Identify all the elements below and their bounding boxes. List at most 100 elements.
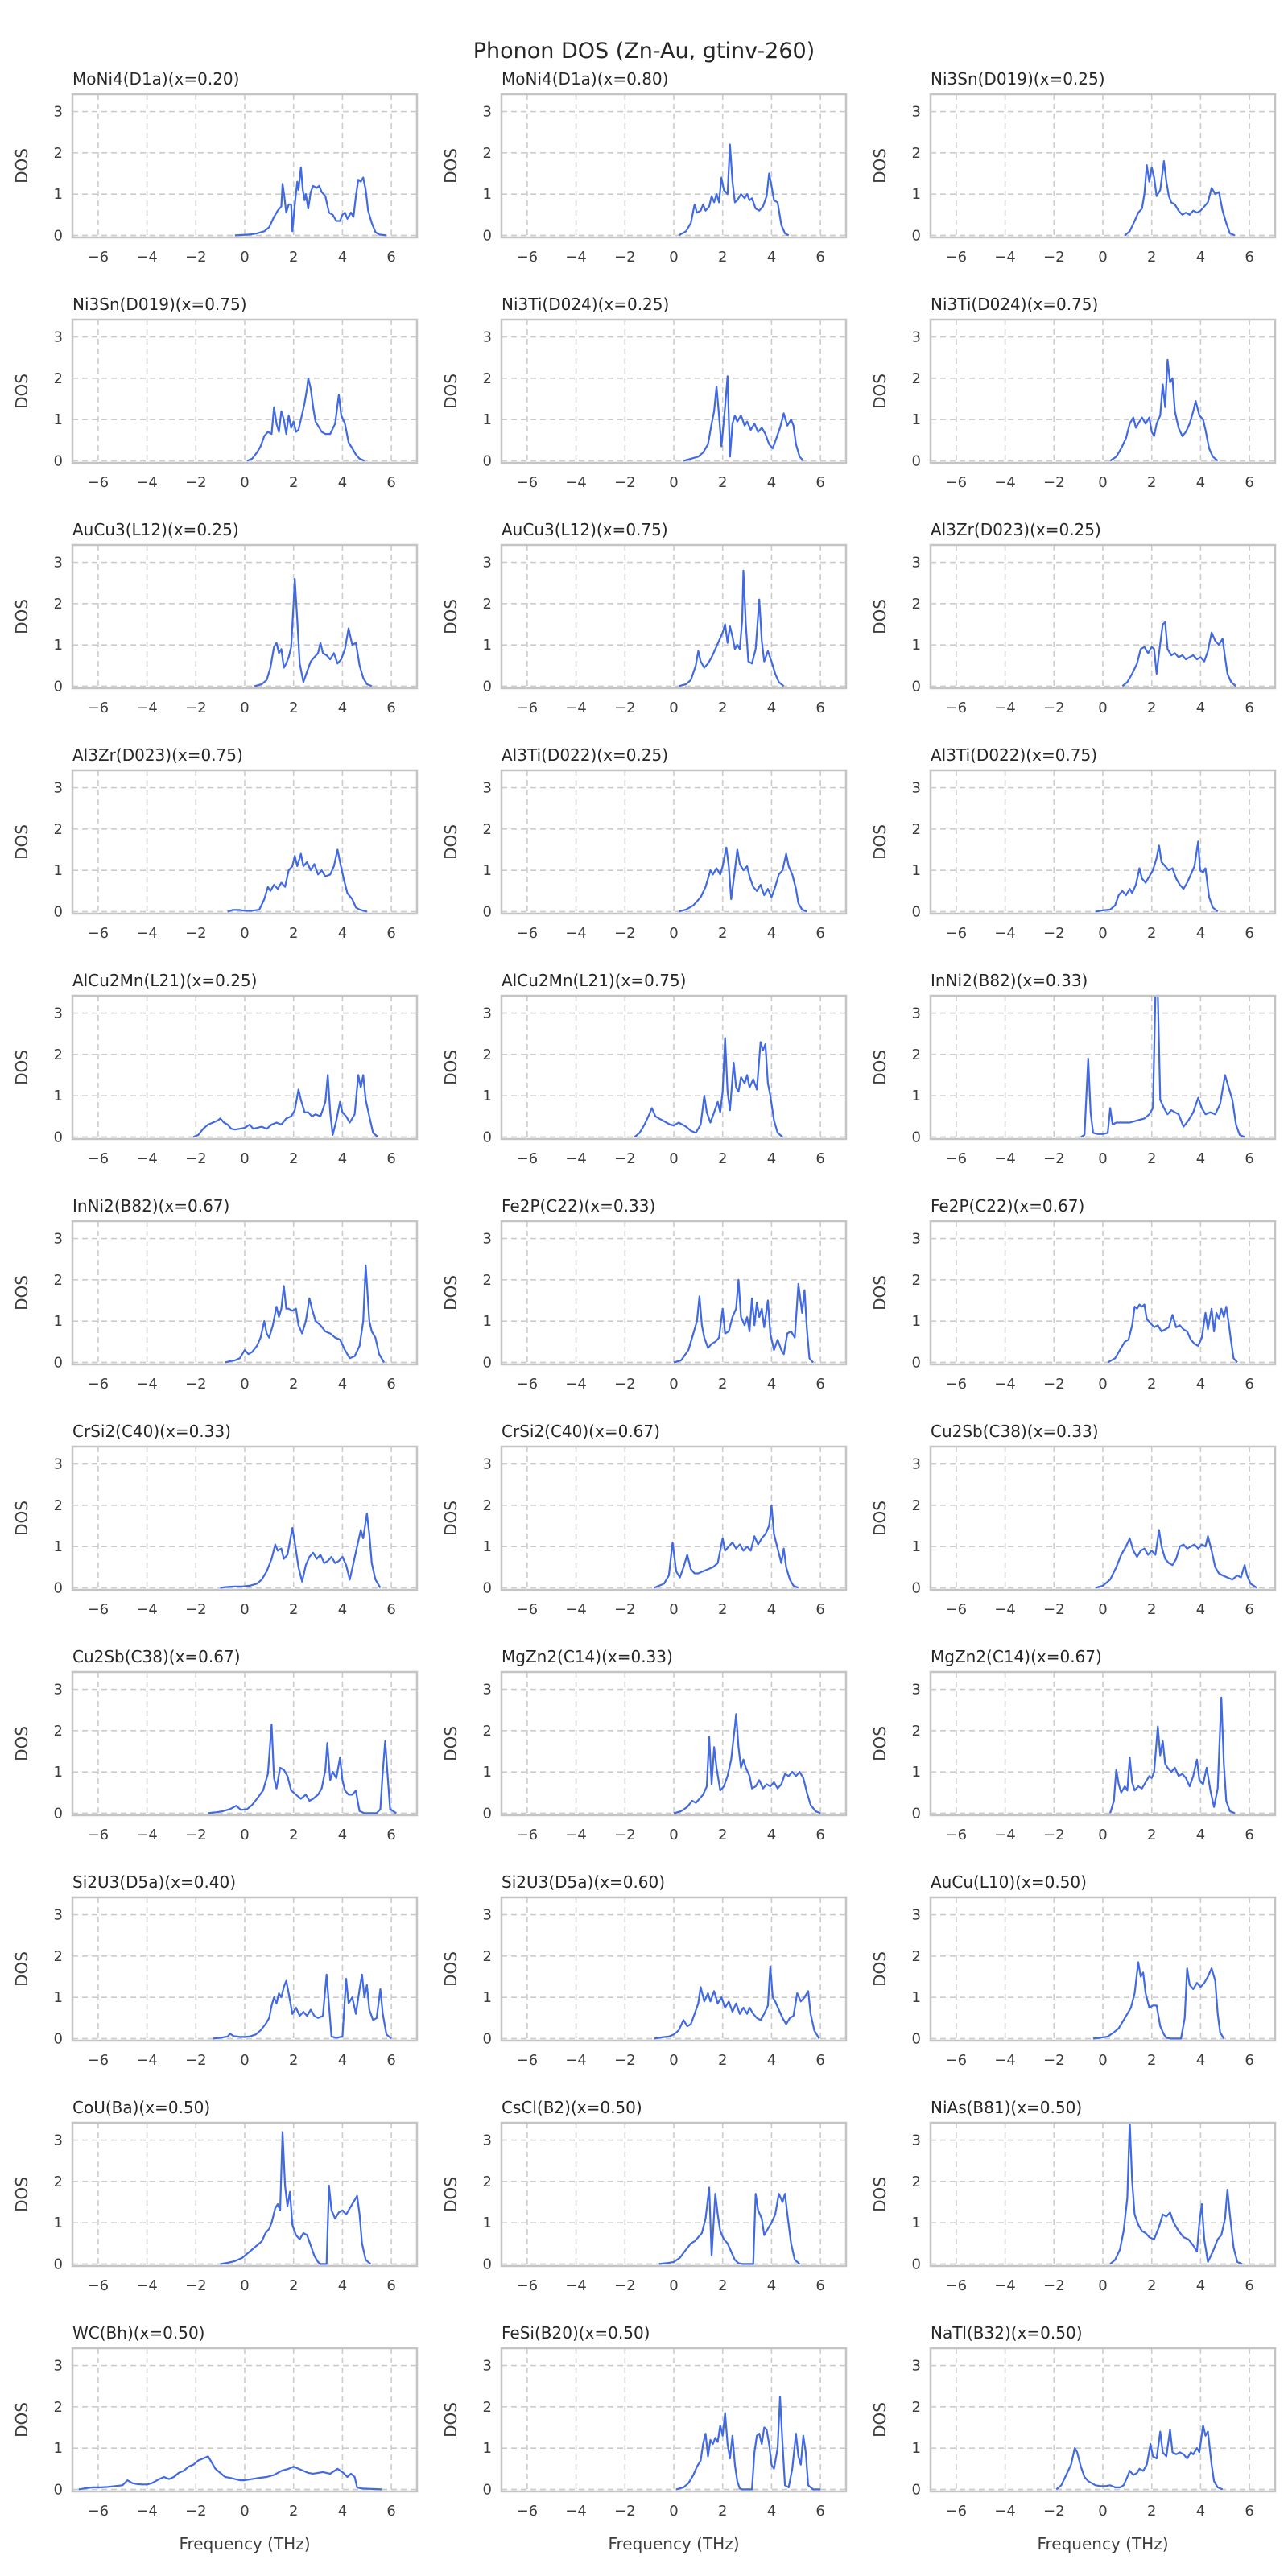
dos-curve — [225, 1264, 385, 1364]
plot-frame — [929, 1896, 1277, 2042]
x-tick-label: −2 — [614, 2052, 636, 2069]
x-tick-label: −6 — [946, 1376, 968, 1393]
x-tick-label: 6 — [386, 1376, 395, 1393]
y-axis-label: DOS — [12, 1501, 31, 1536]
x-tick-label: 4 — [338, 2503, 347, 2520]
subplot-cell: Ni3Ti(D024)(x=0.75) 0 1 2 3 −6 −4 −2 0 2 4 6 DOS — [858, 294, 1287, 519]
subplot-title: InNi2(B82)(x=0.33) — [931, 971, 1088, 990]
x-tick-label: 4 — [767, 2277, 776, 2294]
x-tick-label: 4 — [338, 249, 347, 266]
plot-frame — [929, 994, 1277, 1141]
x-tick-label: −2 — [185, 249, 207, 266]
y-tick-label: 2 — [912, 1948, 921, 1965]
x-tick-label: −4 — [565, 249, 587, 266]
x-tick-label: −6 — [88, 1150, 109, 1167]
subplot-cell: MgZn2(C14)(x=0.67) 0 1 2 3 −6 −4 −2 0 2 4 6 DOS — [858, 1646, 1287, 1872]
x-tick-label: 6 — [815, 2503, 824, 2520]
x-tick-label: −6 — [517, 700, 539, 716]
y-tick-label: 2 — [912, 2174, 921, 2190]
x-tick-label: 0 — [1098, 474, 1107, 491]
y-axis-label: DOS — [441, 1501, 460, 1536]
x-tick-label: −6 — [946, 1601, 968, 1618]
x-tick-label: −2 — [614, 700, 636, 716]
x-tick-label: −2 — [614, 249, 636, 266]
x-tick-label: 6 — [386, 2503, 395, 2520]
subplot-cell: NaTl(B32)(x=0.50) 0 1 2 3 −6 −4 −2 0 2 4 6 DOS Freque… — [858, 2322, 1287, 2576]
subplot-title: InNi2(B82)(x=0.67) — [72, 1196, 229, 1216]
y-tick-label: 2 — [912, 145, 921, 162]
x-tick-label: −4 — [565, 1601, 587, 1618]
plot-frame — [500, 1445, 848, 1591]
x-tick-label: −4 — [994, 1150, 1016, 1167]
plot-frame — [929, 1220, 1277, 1366]
dos-curve — [220, 2131, 372, 2265]
x-tick-label: 4 — [1196, 1150, 1205, 1167]
subplot-cell: AuCu3(L12)(x=0.25) 0 1 2 3 −6 −4 −2 0 2 4 6 DOS — [0, 519, 429, 745]
x-tick-label: 6 — [386, 1150, 395, 1167]
dos-curve — [1109, 2123, 1243, 2265]
dos-curve — [192, 1074, 379, 1138]
subplot-canvas: Ni3Ti(D024)(x=0.25) 0 1 2 3 −6 −4 −2 0 2 4 6 DOS — [441, 295, 848, 491]
x-tick-label: −4 — [994, 474, 1016, 491]
plot-frame — [500, 1896, 848, 2042]
y-tick-label: 3 — [483, 1682, 492, 1699]
y-tick-label: 0 — [483, 227, 492, 244]
dos-curve — [654, 1504, 799, 1589]
x-tick-label: −4 — [994, 1376, 1016, 1393]
y-tick-label: 0 — [912, 452, 921, 469]
x-tick-label: −4 — [136, 700, 158, 716]
x-tick-label: −4 — [565, 700, 587, 716]
x-tick-label: 6 — [386, 474, 395, 491]
y-tick-label: 1 — [54, 1989, 63, 2006]
dos-curve — [213, 1973, 392, 2040]
x-tick-label: −4 — [994, 700, 1016, 716]
subplot-cell: MoNi4(D1a)(x=0.80) 0 1 2 3 −6 −4 −2 0 2 4 6 DOS — [429, 68, 858, 294]
x-tick-label: −2 — [185, 1827, 207, 1843]
y-tick-label: 0 — [912, 2256, 921, 2273]
y-tick-label: 3 — [912, 1907, 921, 1924]
x-tick-label: 4 — [767, 474, 776, 491]
subplot-canvas: NiAs(B81)(x=0.50) 0 1 2 3 −6 −4 −2 0 2 4 6 DOS — [870, 2098, 1277, 2294]
x-tick-label: 0 — [240, 1827, 249, 1843]
x-tick-label: −2 — [614, 2503, 636, 2520]
plot-frame — [929, 1670, 1277, 1817]
subplot-title: Si2U3(D5a)(x=0.60) — [502, 1872, 665, 1892]
x-tick-label: −2 — [185, 1150, 207, 1167]
x-tick-label: 6 — [1245, 249, 1253, 266]
subplot-canvas: AlCu2Mn(L21)(x=0.75) 0 1 2 3 −6 −4 −2 0 2 4 6 DOS — [441, 971, 848, 1167]
y-tick-label: 3 — [912, 1231, 921, 1248]
y-tick-label: 2 — [912, 370, 921, 387]
y-tick-label: 1 — [54, 1088, 63, 1104]
subplot-canvas: CrSi2(C40)(x=0.33) 0 1 2 3 −6 −4 −2 0 2 4 6 DOS — [12, 1422, 419, 1618]
x-tick-label: 4 — [1196, 925, 1205, 942]
x-tick-label: −4 — [136, 2052, 158, 2069]
x-tick-label: −6 — [517, 1827, 539, 1843]
x-tick-label: 6 — [1245, 1150, 1253, 1167]
y-tick-label: 0 — [912, 227, 921, 244]
y-tick-label: 1 — [912, 186, 921, 203]
y-tick-label: 3 — [483, 2132, 492, 2149]
x-tick-label: −4 — [565, 1827, 587, 1843]
plot-frame — [71, 2347, 419, 2493]
y-tick-label: 0 — [483, 678, 492, 695]
subplot-cell: AuCu(L10)(x=0.50) 0 1 2 3 −6 −4 −2 0 2 4 6 DOS — [858, 1872, 1287, 2097]
plot-frame — [929, 769, 1277, 915]
subplot-title: CoU(Ba)(x=0.50) — [72, 2098, 210, 2117]
y-tick-label: 3 — [912, 1456, 921, 1473]
x-tick-label: −2 — [1043, 2052, 1065, 2069]
x-tick-label: 2 — [718, 1601, 727, 1618]
x-tick-label: −2 — [614, 1150, 636, 1167]
y-tick-label: 1 — [912, 1538, 921, 1555]
y-tick-label: 0 — [54, 678, 63, 695]
y-axis-label: DOS — [12, 148, 31, 184]
x-tick-label: −4 — [994, 2277, 1016, 2294]
x-tick-label: −2 — [614, 1376, 636, 1393]
subplot-canvas: Ni3Sn(D019)(x=0.25) 0 1 2 3 −6 −4 −2 0 2 4 6 DOS — [870, 69, 1277, 266]
subplot-canvas: InNi2(B82)(x=0.33) 0 1 2 3 −6 −4 −2 0 2 4 6 DOS — [870, 971, 1277, 1167]
x-tick-label: 4 — [338, 925, 347, 942]
plot-frame — [500, 543, 848, 690]
x-tick-label: 4 — [767, 1150, 776, 1167]
y-tick-label: 1 — [54, 411, 63, 428]
x-tick-label: 6 — [815, 1827, 824, 1843]
y-tick-label: 3 — [483, 2358, 492, 2375]
